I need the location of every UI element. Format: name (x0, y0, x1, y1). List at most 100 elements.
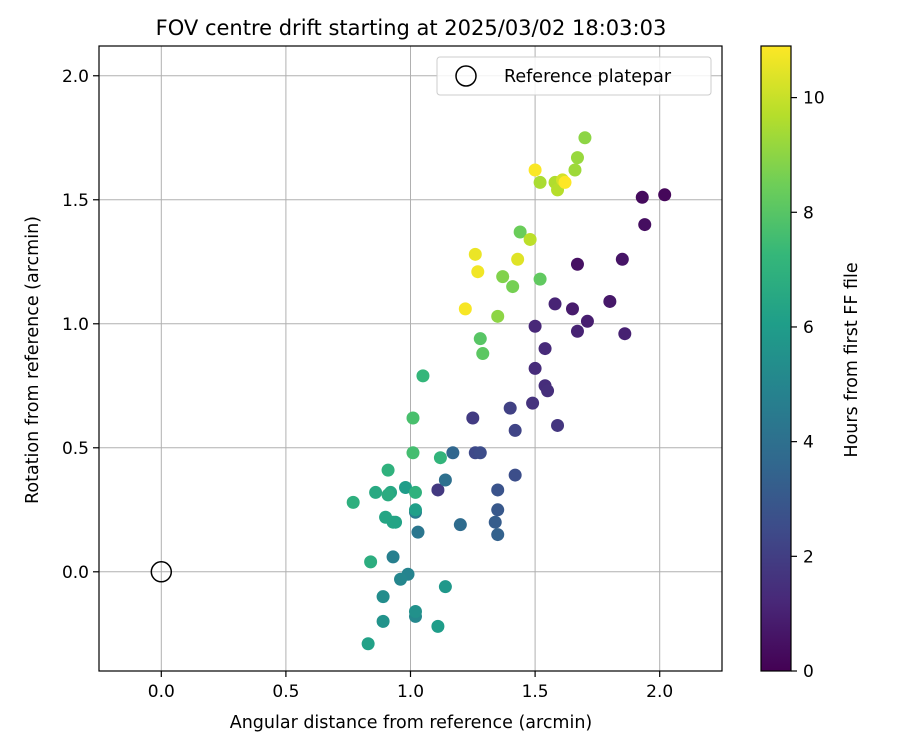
data-point (473, 332, 487, 346)
legend-entry-reference: Reference platepar (504, 67, 672, 87)
data-point (570, 151, 584, 165)
data-point (468, 247, 482, 261)
chart-title: FOV centre drift starting at 2025/03/02 … (156, 16, 667, 40)
data-point (570, 324, 584, 338)
data-point (416, 369, 430, 383)
data-point (376, 614, 390, 628)
data-point (346, 495, 360, 509)
data-point (533, 272, 547, 286)
data-point (508, 423, 522, 437)
data-point (580, 314, 594, 328)
data-point (506, 280, 520, 294)
legend-marker-icon (455, 65, 477, 87)
data-point (471, 265, 485, 279)
data-point (548, 297, 562, 311)
colorbar-tick-label: 10 (803, 89, 825, 109)
data-point (558, 175, 572, 189)
data-point (379, 510, 393, 524)
colorbar-tick-label: 6 (803, 318, 814, 338)
data-point (638, 218, 652, 232)
data-point (541, 384, 555, 398)
colorbar-tick-label: 4 (803, 433, 814, 453)
data-point (491, 503, 505, 517)
x-axis-ticks: 0.0 0.5 1.0 1.5 2.0 (148, 671, 673, 702)
x-tick-label: 0.5 (272, 682, 299, 702)
y-tick-label: 1.0 (62, 315, 89, 335)
data-point (466, 411, 480, 425)
data-point (406, 446, 420, 460)
x-axis-label: Angular distance from reference (arcmin) (230, 713, 593, 733)
data-point (603, 294, 617, 308)
x-tick-label: 1.5 (522, 682, 549, 702)
data-point (411, 525, 425, 539)
data-point (528, 163, 542, 177)
colorbar-tick-label: 8 (803, 203, 814, 223)
data-point (394, 572, 408, 586)
data-points (346, 131, 672, 651)
data-point (496, 270, 510, 284)
data-point (488, 515, 502, 529)
data-point (446, 446, 460, 460)
data-point (408, 604, 422, 618)
data-point (615, 252, 629, 266)
data-point (381, 488, 395, 502)
reference-marker-layer (150, 561, 173, 583)
colorbar-tick-label: 2 (803, 547, 814, 567)
data-point (386, 550, 400, 564)
data-point (453, 518, 467, 532)
data-point (568, 163, 582, 177)
data-point (458, 302, 472, 316)
data-point (376, 590, 390, 604)
x-tick-label: 2.0 (646, 682, 673, 702)
data-point (565, 302, 579, 316)
data-point (364, 555, 378, 569)
data-point (528, 361, 542, 375)
x-tick-label: 1.0 (397, 682, 424, 702)
data-point (433, 451, 447, 465)
legend: Reference platepar (436, 56, 712, 96)
data-point (473, 446, 487, 460)
colorbar-gradient (760, 45, 792, 672)
data-point (491, 528, 505, 542)
data-point (431, 483, 445, 497)
data-point (523, 232, 537, 246)
data-point (399, 480, 413, 494)
data-point (406, 411, 420, 425)
data-point (528, 319, 542, 333)
data-point (438, 473, 452, 487)
data-point (491, 483, 505, 497)
colorbar-ticks: 0 2 4 6 8 10 (791, 89, 825, 682)
x-tick-label: 0.0 (148, 682, 175, 702)
data-point (476, 347, 490, 361)
data-point (503, 401, 517, 415)
y-axis-label: Rotation from reference (arcmin) (23, 216, 43, 504)
legend-box (436, 56, 712, 96)
data-point (635, 190, 649, 204)
data-point (431, 619, 445, 633)
data-point (369, 485, 383, 499)
y-tick-label: 2.0 (62, 67, 89, 87)
colorbar-tick-label: 0 (803, 662, 814, 682)
data-point (526, 396, 540, 410)
data-point (551, 418, 565, 432)
data-point (658, 188, 672, 202)
data-point (570, 257, 584, 271)
reference-platepar-marker (150, 561, 173, 583)
data-point (513, 225, 527, 239)
data-point (491, 309, 505, 323)
y-axis-ticks: 0.0 0.5 1.0 1.5 2.0 (62, 67, 99, 583)
colorbar: 0 2 4 6 8 10 Hours from first FF file (760, 45, 862, 682)
data-point (381, 463, 395, 477)
data-point (578, 131, 592, 145)
data-point (361, 637, 375, 651)
data-point (408, 485, 422, 499)
y-tick-label: 1.5 (62, 191, 89, 211)
data-point (438, 580, 452, 594)
y-tick-label: 0.5 (62, 439, 89, 459)
data-point (533, 175, 547, 189)
colorbar-label: Hours from first FF file (842, 262, 862, 457)
data-point (508, 468, 522, 482)
data-point (538, 342, 552, 356)
data-point (511, 252, 525, 266)
